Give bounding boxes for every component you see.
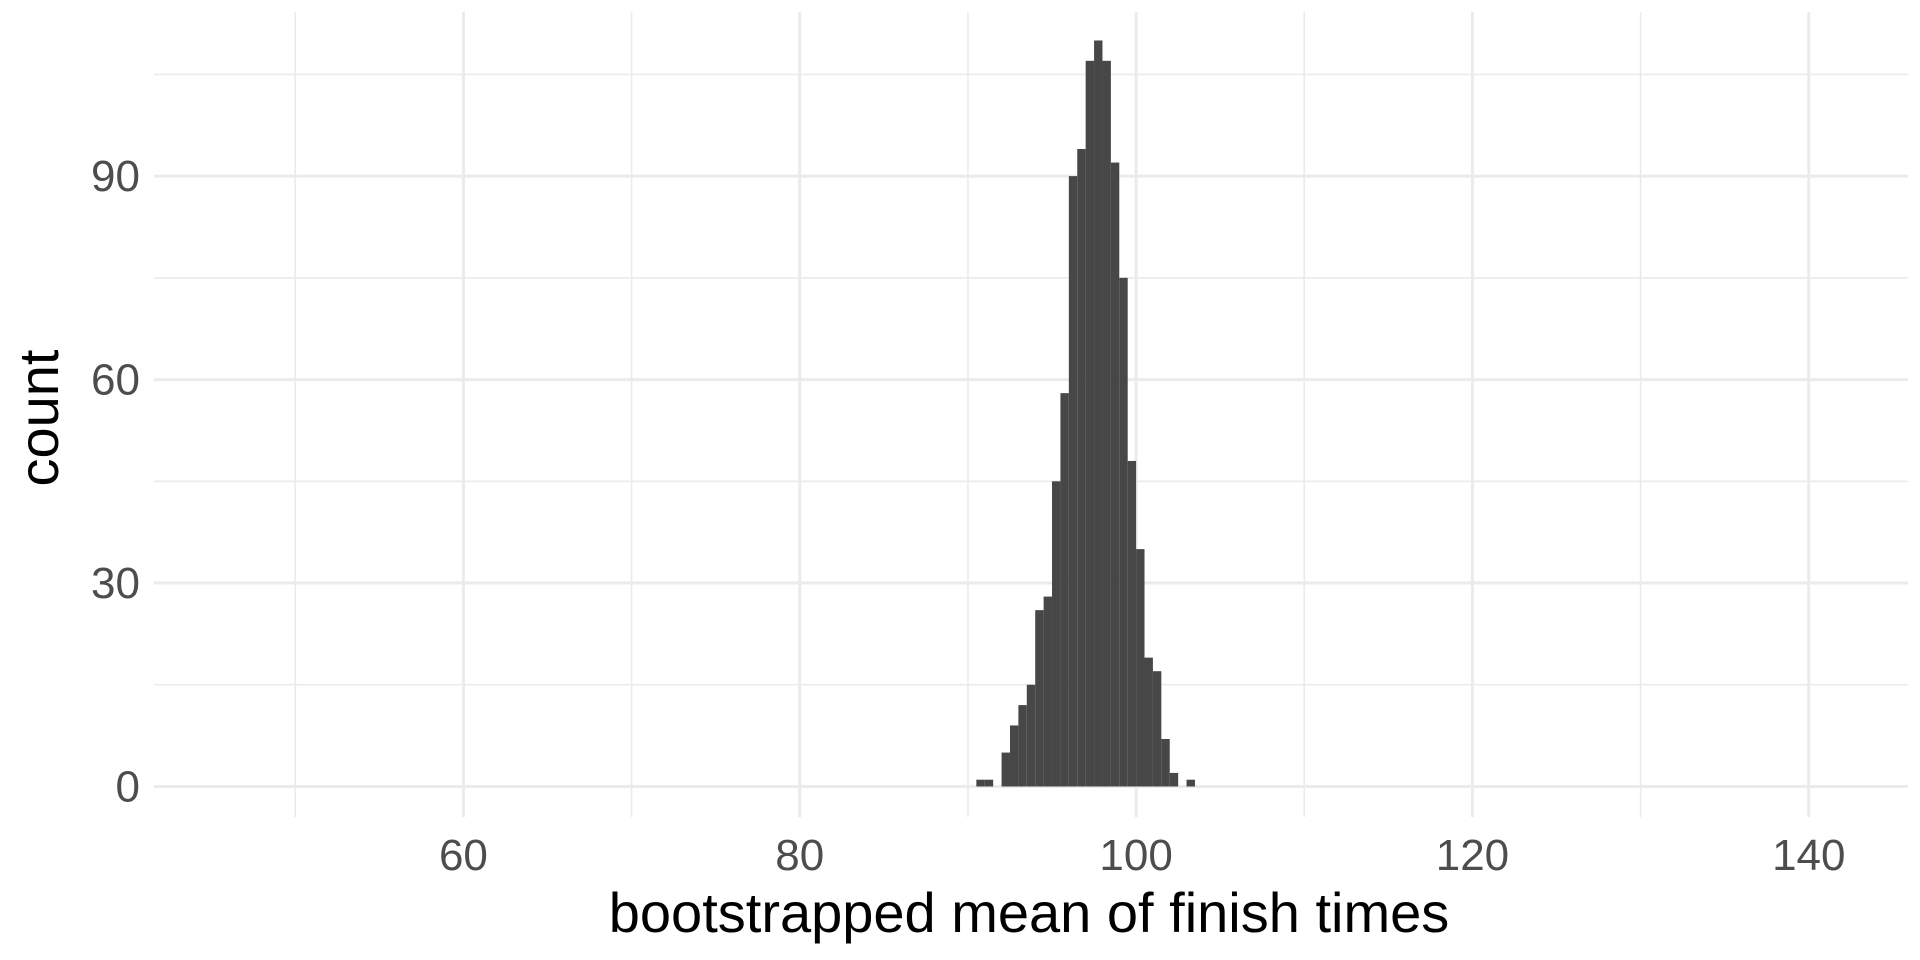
x-axis-tick-labels: 60 80 100 120 140 — [439, 831, 1846, 880]
histogram-bar — [1152, 671, 1162, 787]
y-tick-label: 60 — [91, 356, 140, 405]
histogram-bar — [1144, 657, 1153, 787]
y-tick-label: 30 — [91, 559, 140, 608]
histogram-bar — [1001, 752, 1010, 787]
histogram-bar — [1119, 277, 1128, 787]
y-tick-label: 90 — [91, 152, 140, 201]
histogram-bar — [1060, 393, 1069, 787]
x-tick-label: 80 — [775, 831, 824, 880]
x-tick-label: 100 — [1099, 831, 1172, 880]
y-axis-title: count — [7, 349, 70, 486]
x-tick-label: 140 — [1772, 831, 1845, 880]
histogram-bar — [1043, 596, 1053, 787]
histogram-bar — [1035, 610, 1044, 787]
histogram-bar — [976, 779, 985, 787]
histogram-bar — [1085, 60, 1095, 787]
histogram-bar — [1186, 779, 1195, 787]
x-tick-label: 120 — [1436, 831, 1509, 880]
y-axis-tick-labels: 0 30 60 90 — [91, 152, 140, 811]
histogram-bar — [1102, 60, 1111, 787]
histogram-bar — [1161, 739, 1170, 787]
histogram-bar — [1136, 549, 1145, 787]
histogram-bar — [1110, 162, 1120, 787]
histogram-bar — [1077, 148, 1086, 787]
x-axis-title: bootstrapped mean of finish times — [609, 881, 1449, 944]
histogram-bar — [1127, 460, 1137, 787]
histogram-bar — [1018, 705, 1027, 787]
histogram-bars — [976, 40, 1195, 787]
histogram-bar — [1026, 684, 1036, 787]
histogram-bar — [1094, 40, 1103, 787]
histogram-bar — [984, 779, 994, 787]
histogram-bar — [1009, 725, 1019, 787]
major-gridlines — [154, 12, 1908, 817]
x-tick-label: 60 — [439, 831, 488, 880]
histogram-bar — [1068, 176, 1078, 787]
histogram-bar — [1052, 481, 1061, 787]
y-tick-label: 0 — [116, 762, 140, 811]
histogram-bar — [1169, 772, 1179, 787]
